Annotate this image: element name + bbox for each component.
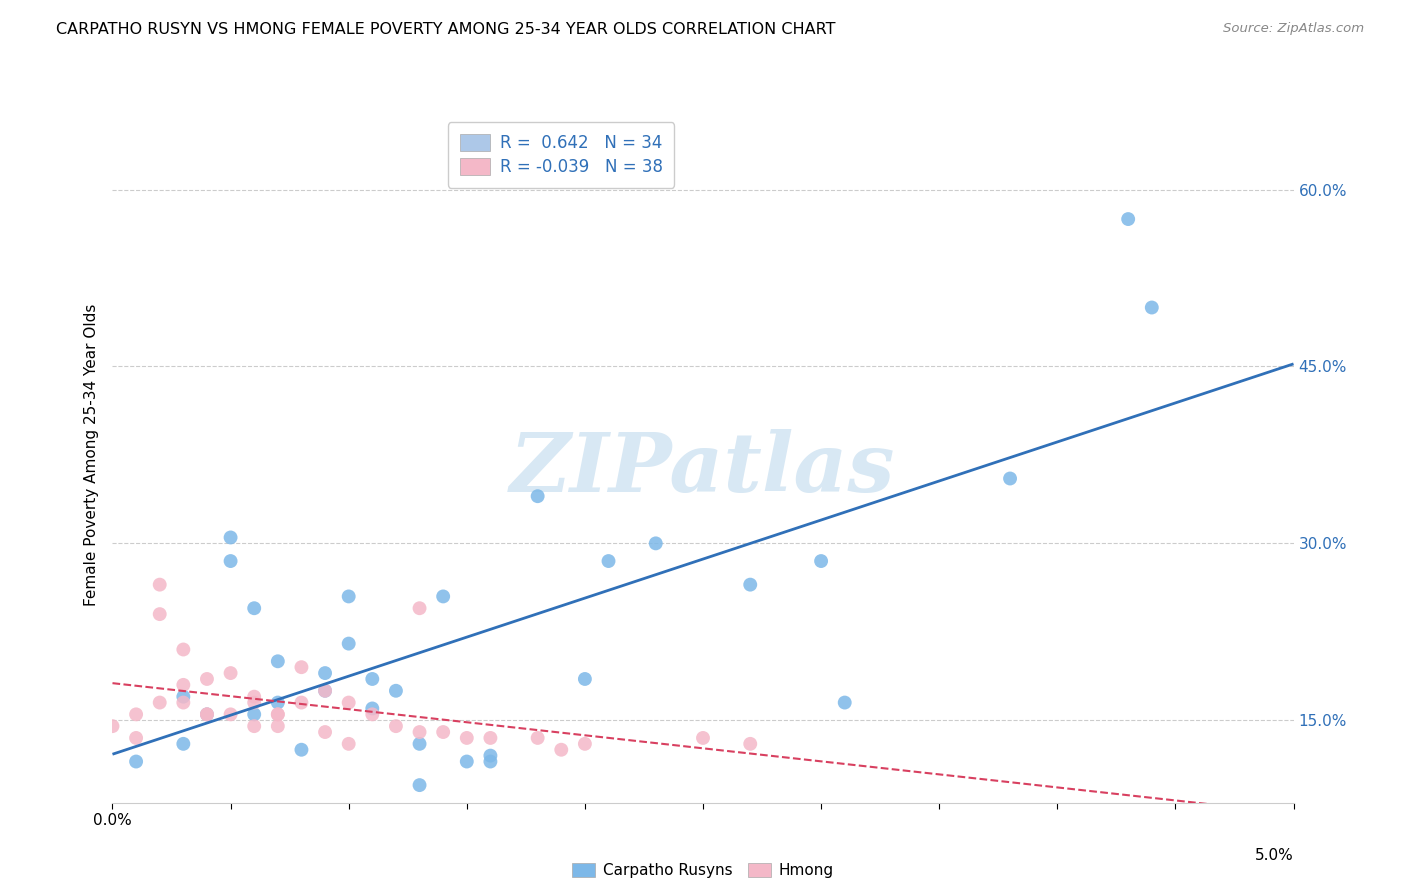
Point: [432, 725, 454, 739]
Point: [172, 737, 194, 751]
Point: [290, 696, 312, 710]
Point: [337, 590, 360, 604]
Point: [550, 743, 572, 757]
Point: [243, 707, 266, 722]
Point: [479, 748, 502, 763]
Point: [172, 678, 194, 692]
Point: [361, 701, 384, 715]
Point: [267, 719, 290, 733]
Point: [598, 554, 620, 568]
Point: [125, 731, 148, 745]
Point: [526, 489, 548, 503]
Point: [1116, 212, 1139, 227]
Point: [195, 707, 218, 722]
Point: [219, 707, 242, 722]
Point: [243, 719, 266, 733]
Point: [385, 683, 408, 698]
Point: [101, 719, 124, 733]
Point: [219, 531, 242, 545]
Y-axis label: Female Poverty Among 25-34 Year Olds: Female Poverty Among 25-34 Year Olds: [83, 304, 98, 606]
Point: [195, 707, 218, 722]
Point: [267, 696, 290, 710]
Point: [267, 707, 290, 722]
Point: [337, 696, 360, 710]
Point: [432, 590, 454, 604]
Point: [243, 690, 266, 704]
Point: [243, 696, 266, 710]
Point: [125, 755, 148, 769]
Point: [337, 637, 360, 651]
Point: [361, 672, 384, 686]
Text: CARPATHO RUSYN VS HMONG FEMALE POVERTY AMONG 25-34 YEAR OLDS CORRELATION CHART: CARPATHO RUSYN VS HMONG FEMALE POVERTY A…: [56, 22, 835, 37]
Point: [644, 536, 666, 550]
Point: [149, 607, 172, 621]
Point: [408, 725, 430, 739]
Point: [267, 707, 290, 722]
Point: [125, 707, 148, 722]
Point: [290, 660, 312, 674]
Point: [740, 737, 762, 751]
Point: [149, 577, 172, 591]
Point: [479, 755, 502, 769]
Point: [172, 690, 194, 704]
Point: [267, 654, 290, 668]
Point: [172, 696, 194, 710]
Point: [456, 731, 478, 745]
Text: 5.0%: 5.0%: [1254, 848, 1294, 863]
Text: ZIPatlas: ZIPatlas: [510, 429, 896, 508]
Point: [314, 683, 336, 698]
Point: [314, 683, 336, 698]
Point: [195, 707, 218, 722]
Point: [172, 642, 194, 657]
Point: [810, 554, 832, 568]
Point: [219, 554, 242, 568]
Point: [195, 672, 218, 686]
Point: [361, 707, 384, 722]
Point: [479, 731, 502, 745]
Point: [1140, 301, 1163, 315]
Point: [408, 601, 430, 615]
Point: [834, 696, 856, 710]
Point: [456, 755, 478, 769]
Point: [526, 731, 548, 745]
Point: [740, 577, 762, 591]
Point: [408, 778, 430, 792]
Point: [337, 737, 360, 751]
Text: Source: ZipAtlas.com: Source: ZipAtlas.com: [1223, 22, 1364, 36]
Point: [408, 737, 430, 751]
Point: [314, 725, 336, 739]
Point: [574, 737, 596, 751]
Point: [314, 666, 336, 681]
Point: [290, 743, 312, 757]
Point: [385, 719, 408, 733]
Point: [692, 731, 714, 745]
Legend: Carpatho Rusyns, Hmong: Carpatho Rusyns, Hmong: [565, 855, 841, 886]
Point: [219, 666, 242, 681]
Point: [998, 471, 1021, 485]
Point: [574, 672, 596, 686]
Point: [149, 696, 172, 710]
Point: [243, 601, 266, 615]
